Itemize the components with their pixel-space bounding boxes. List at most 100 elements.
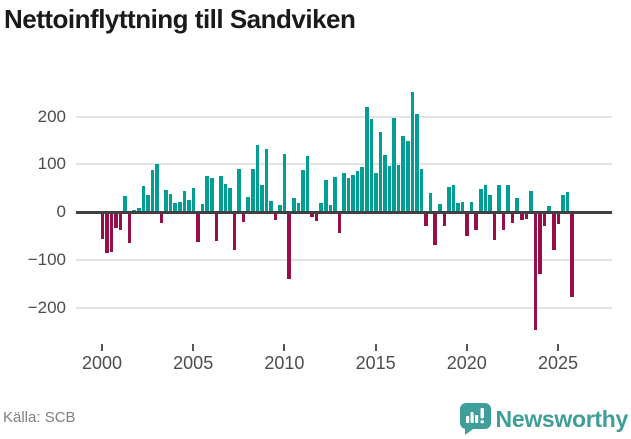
bar <box>305 156 310 213</box>
bar <box>465 214 469 236</box>
bar <box>415 114 419 213</box>
bar <box>492 214 497 241</box>
bar <box>232 214 237 251</box>
gridline-neg200 <box>76 307 612 309</box>
x-tick-label: 2000 <box>81 353 123 373</box>
bar <box>136 207 141 213</box>
bar <box>483 184 488 213</box>
bar <box>150 169 155 213</box>
y-tick-label-100: 100 <box>37 154 66 173</box>
bar <box>301 170 305 213</box>
bar <box>456 202 460 213</box>
bar <box>410 92 415 213</box>
bar <box>237 169 241 213</box>
bar <box>392 118 396 213</box>
bar <box>488 195 492 213</box>
bar <box>497 185 501 213</box>
bar <box>200 203 205 213</box>
bar <box>383 154 387 213</box>
newsworthy-wordmark: Newsworthy <box>495 405 629 432</box>
bar <box>114 214 118 228</box>
bar <box>219 175 223 213</box>
bar <box>565 192 570 213</box>
x-tick-label: 2020 <box>446 353 487 373</box>
bar <box>396 164 401 213</box>
x-axis-zero-line <box>76 211 612 214</box>
bar <box>451 185 456 213</box>
bar <box>501 214 506 230</box>
bar <box>346 178 351 213</box>
bar <box>118 214 123 230</box>
x-tick-label: 2010 <box>264 353 305 373</box>
bar <box>419 169 424 213</box>
bar <box>173 202 178 213</box>
bar <box>328 205 333 213</box>
bar <box>337 214 342 233</box>
bar <box>260 185 264 213</box>
chart-title: Nettoinflyttning till Sandviken <box>4 4 356 34</box>
bar <box>241 214 246 223</box>
x-tick-label: 2015 <box>355 353 396 373</box>
bar <box>369 119 374 213</box>
bar <box>401 135 406 213</box>
bar <box>287 214 292 280</box>
gridline-200 <box>76 116 612 118</box>
source-caption: Källa: SCB <box>3 409 76 426</box>
bar <box>551 214 556 250</box>
bar <box>520 214 524 221</box>
bar <box>100 214 105 239</box>
bar <box>556 214 561 225</box>
bar <box>255 144 260 213</box>
bar <box>146 195 150 213</box>
bar <box>278 204 282 213</box>
bar <box>141 186 146 213</box>
bar <box>178 202 182 213</box>
bar <box>292 197 296 213</box>
bar <box>524 214 529 219</box>
bar <box>506 184 510 213</box>
bar <box>209 178 214 213</box>
x-tick-mark <box>557 344 559 351</box>
bar <box>191 188 196 213</box>
bar <box>223 183 228 213</box>
bar <box>447 187 451 213</box>
bar <box>323 180 328 213</box>
bar <box>214 214 219 242</box>
bar <box>538 214 542 275</box>
bar <box>282 154 287 213</box>
y-tick-label-neg100: −100 <box>27 250 66 269</box>
bar <box>155 164 159 213</box>
bar <box>515 198 520 213</box>
bar <box>378 132 383 213</box>
bar <box>250 169 255 213</box>
bar <box>228 188 232 213</box>
bar <box>159 214 164 224</box>
x-tick-mark <box>192 344 195 351</box>
bar <box>342 173 346 213</box>
bar <box>319 203 323 213</box>
bar <box>460 201 465 213</box>
y-tick-label-200: 200 <box>37 107 66 126</box>
bar <box>246 196 250 213</box>
bar <box>542 214 547 227</box>
x-tick-mark <box>283 344 286 351</box>
bar <box>374 172 378 213</box>
bar <box>478 188 483 213</box>
bar <box>264 148 269 213</box>
bar <box>529 190 533 213</box>
bar <box>406 140 410 213</box>
y-tick-label-0: 0 <box>56 202 66 221</box>
bar <box>360 167 364 213</box>
bar <box>570 214 574 298</box>
x-tick-mark <box>374 344 377 351</box>
bar <box>387 165 392 213</box>
bar <box>433 214 437 246</box>
bar <box>296 202 301 213</box>
y-tick-label-neg200: −200 <box>27 298 66 317</box>
x-tick-mark <box>101 344 103 351</box>
bar <box>474 214 478 230</box>
bar <box>561 194 565 213</box>
